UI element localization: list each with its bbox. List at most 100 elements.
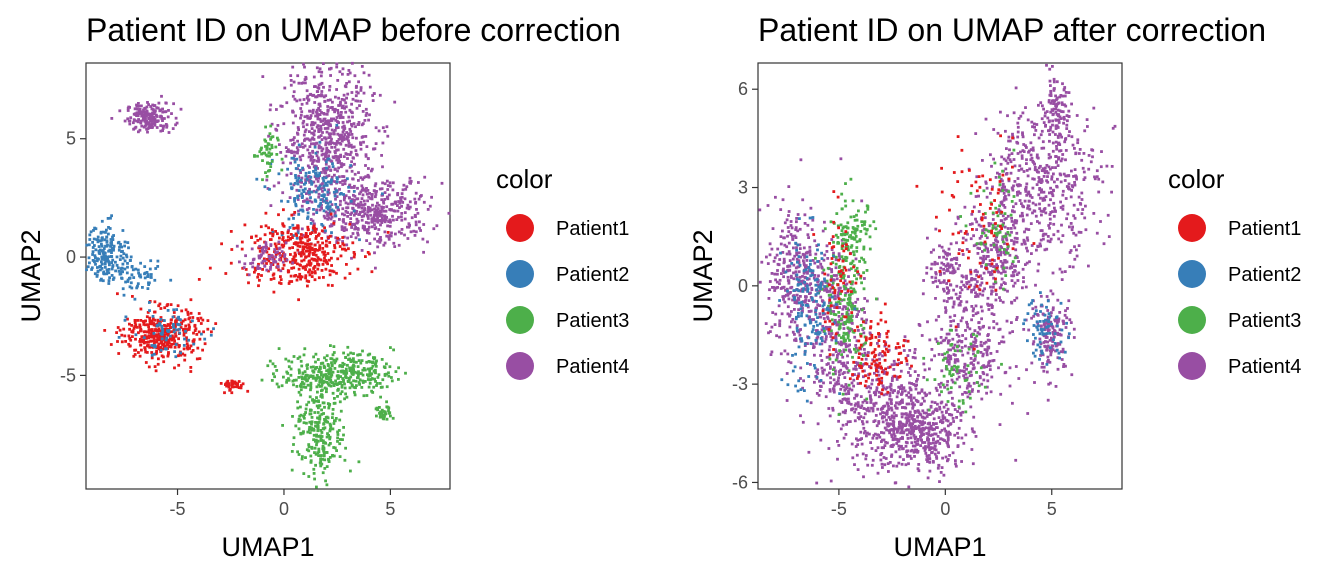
scatter-point-patient4	[912, 383, 916, 386]
scatter-point-patient3	[268, 169, 272, 172]
scatter-point-patient4	[890, 402, 893, 406]
scatter-point-patient4	[922, 416, 926, 420]
scatter-point-patient4	[149, 116, 152, 120]
scatter-point-patient4	[946, 360, 949, 364]
scatter-point-patient2	[123, 267, 127, 271]
scatter-point-patient4	[949, 422, 953, 425]
scatter-point-patient4	[928, 448, 931, 452]
scatter-point-patient4	[932, 417, 936, 421]
scatter-point-patient2	[123, 244, 126, 248]
scatter-point-patient3	[298, 355, 302, 359]
scatter-point-patient1	[139, 319, 143, 322]
scatter-point-patient1	[116, 326, 120, 329]
scatter-point-patient4	[295, 150, 298, 154]
scatter-point-patient2	[136, 284, 139, 288]
scatter-point-patient3	[327, 371, 331, 374]
scatter-point-patient4	[905, 362, 909, 366]
scatter-point-patient4	[843, 376, 847, 379]
scatter-point-patient1	[239, 384, 243, 387]
scatter-point-patient3	[322, 450, 326, 454]
scatter-point-patient4	[912, 420, 916, 424]
scatter-point-patient4	[778, 322, 782, 325]
scatter-point-patient1	[162, 333, 166, 337]
scatter-point-patient3	[332, 384, 336, 387]
scatter-point-patient4	[958, 369, 962, 372]
scatter-point-patient3	[259, 148, 263, 151]
scatter-point-patient3	[363, 380, 367, 383]
scatter-point-patient4	[344, 143, 348, 147]
scatter-point-patient1	[328, 269, 332, 273]
scatter-point-patient4	[299, 107, 303, 110]
scatter-point-patient1	[161, 342, 165, 346]
scatter-point-patient3	[345, 395, 349, 399]
scatter-point-patient4	[898, 455, 902, 459]
scatter-point-patient4	[818, 289, 821, 293]
scatter-point-patient4	[312, 212, 315, 216]
scatter-point-patient4	[924, 445, 927, 448]
scatter-point-patient1	[348, 272, 352, 275]
scatter-point-patient4	[313, 121, 317, 125]
scatter-point-patient4	[809, 363, 812, 366]
scatter-point-patient4	[346, 73, 350, 76]
scatter-point-patient4	[320, 207, 323, 210]
scatter-point-patient1	[307, 280, 311, 283]
scatter-point-patient1	[309, 242, 313, 246]
scatter-point-patient4	[867, 351, 870, 354]
scatter-point-patient4	[337, 114, 341, 118]
scatter-point-patient1	[189, 344, 193, 348]
scatter-point-patient4	[373, 237, 376, 241]
scatter-point-patient3	[323, 426, 327, 430]
scatter-point-patient2	[110, 214, 113, 218]
scatter-point-patient4	[306, 164, 310, 168]
scatter-point-patient4	[949, 390, 953, 394]
scatter-point-patient4	[902, 386, 906, 390]
scatter-point-patient4	[816, 335, 820, 339]
scatter-point-patient4	[319, 187, 323, 190]
scatter-point-patient4	[331, 108, 335, 111]
scatter-point-patient4	[834, 266, 838, 270]
scatter-point-patient1	[155, 349, 158, 353]
scatter-point-patient3	[315, 396, 318, 399]
scatter-point-patient3	[339, 375, 342, 378]
scatter-point-patient4	[884, 441, 887, 444]
scatter-point-patient4	[386, 224, 389, 228]
scatter-point-patient4	[927, 443, 931, 447]
scatter-point-patient4	[871, 407, 875, 410]
scatter-point-patient2	[160, 337, 164, 341]
scatter-point-patient4	[302, 200, 305, 203]
scatter-point-patient3	[306, 383, 310, 387]
scatter-point-patient2	[142, 336, 146, 340]
scatter-point-patient4	[315, 95, 319, 99]
scatter-point-patient4	[925, 432, 929, 435]
scatter-point-patient1	[184, 324, 188, 328]
scatter-point-patient2	[99, 230, 103, 234]
scatter-point-patient2	[119, 267, 123, 270]
scatter-point-patient4	[970, 448, 974, 451]
scatter-point-patient4	[147, 103, 150, 106]
scatter-point-patient1	[296, 224, 299, 228]
scatter-point-patient3	[303, 370, 307, 373]
scatter-point-patient3	[297, 390, 301, 394]
scatter-point-patient2	[335, 123, 339, 127]
scatter-point-patient4	[940, 466, 944, 469]
scatter-point-patient2	[100, 244, 104, 248]
scatter-point-patient4	[274, 251, 278, 254]
scatter-point-patient4	[972, 340, 975, 344]
scatter-point-patient4	[771, 311, 775, 314]
scatter-point-patient3	[371, 364, 375, 368]
scatter-point-patient2	[277, 172, 281, 176]
scatter-point-patient4	[357, 171, 360, 174]
scatter-point-patient4	[378, 214, 382, 218]
scatter-point-patient4	[931, 446, 934, 450]
scatter-point-patient4	[917, 424, 921, 428]
scatter-point-patient4	[296, 126, 300, 129]
scatter-point-patient4	[837, 291, 840, 295]
scatter-point-patient4	[337, 156, 341, 160]
scatter-point-patient4	[279, 151, 283, 154]
scatter-point-patient4	[861, 400, 865, 404]
scatter-point-patient4	[374, 142, 378, 145]
scatter-point-patient4	[382, 200, 385, 203]
scatter-point-patient4	[331, 155, 335, 159]
scatter-point-patient3	[298, 371, 301, 375]
scatter-point-patient3	[334, 379, 337, 383]
